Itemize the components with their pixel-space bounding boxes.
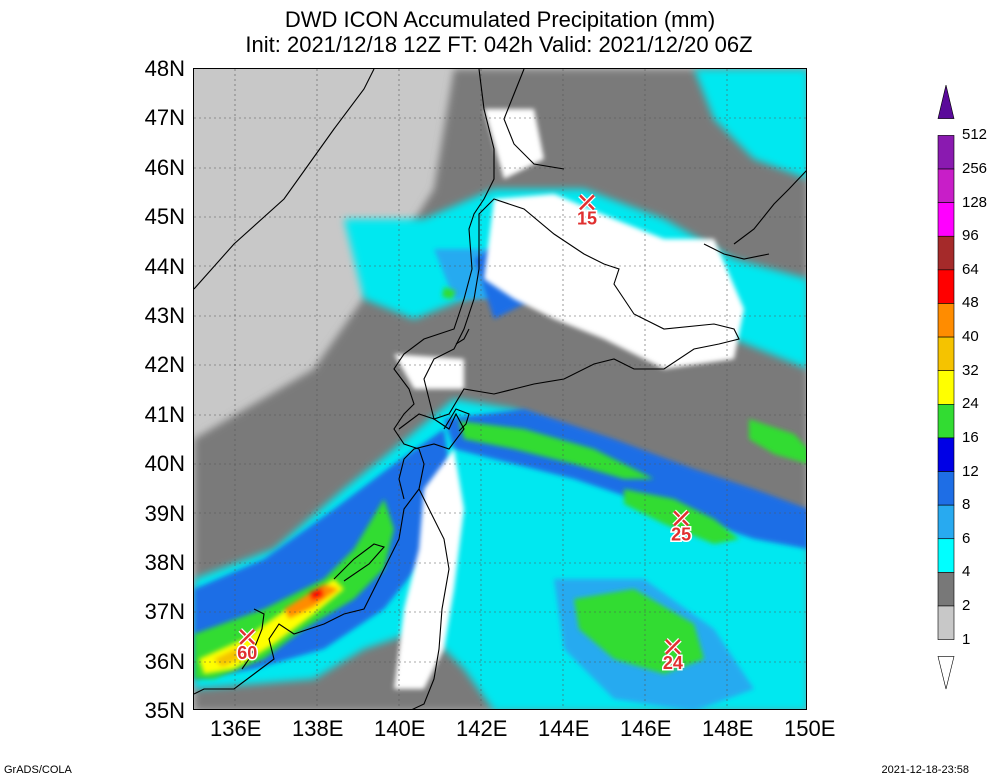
colorbar-label: 256 xyxy=(962,161,987,176)
lon-label-138e: 138E xyxy=(292,718,343,740)
colorbar-swatch xyxy=(938,371,954,405)
lat-label-46n: 46N xyxy=(145,157,185,179)
colorbar-label: 32 xyxy=(962,363,979,378)
colorbar-label: 512 xyxy=(962,127,987,142)
colorbar-swatch xyxy=(938,656,954,689)
lon-label-150e: 150E xyxy=(784,718,835,740)
colorbar-swatch xyxy=(938,505,954,539)
colorbar-swatch xyxy=(938,539,954,573)
lat-label-35n: 35N xyxy=(145,700,185,722)
colorbar-swatch xyxy=(938,472,954,506)
precipitation-map: 15 25 24 60 xyxy=(194,69,807,710)
lon-label-146e: 146E xyxy=(620,718,671,740)
map-panel: 15 25 24 60 xyxy=(193,68,807,710)
colorbar-swatch xyxy=(938,337,954,371)
colorbar-label: 24 xyxy=(962,396,979,411)
colorbar-label: 1 xyxy=(962,632,970,647)
lat-label-42n: 42N xyxy=(145,354,185,376)
lat-label-40n: 40N xyxy=(145,453,185,475)
lat-label-43n: 43N xyxy=(145,305,185,327)
lon-label-140e: 140E xyxy=(374,718,425,740)
footer-timestamp: 2021-12-18-23:58 xyxy=(882,764,969,776)
colorbar-swatch xyxy=(938,606,954,640)
colorbar-swatch xyxy=(938,135,954,169)
colorbar-swatch xyxy=(938,236,954,270)
lat-label-47n: 47N xyxy=(145,107,185,129)
lon-label-144e: 144E xyxy=(538,718,589,740)
colorbar-swatch xyxy=(938,270,954,304)
colorbar-swatch xyxy=(938,169,954,203)
lon-label-142e: 142E xyxy=(456,718,507,740)
colorbar-swatch xyxy=(938,303,954,337)
lon-label-148e: 148E xyxy=(702,718,753,740)
colorbar-label: 48 xyxy=(962,295,979,310)
lat-label-45n: 45N xyxy=(145,206,185,228)
colorbar-label: 4 xyxy=(962,564,970,579)
colorbar-label: 6 xyxy=(962,531,970,546)
colorbar-label: 2 xyxy=(962,598,970,613)
colorbar-label: 12 xyxy=(962,464,979,479)
marker-value-label: 60 xyxy=(237,643,257,663)
colorbar-label: 128 xyxy=(962,195,987,210)
lat-label-37n: 37N xyxy=(145,601,185,623)
colorbar-swatch xyxy=(938,438,954,472)
marker-value-label: 15 xyxy=(577,208,597,228)
marker-value-label: 24 xyxy=(663,653,683,673)
colorbar-swatch xyxy=(938,203,954,237)
colorbar-swatch xyxy=(938,85,954,119)
colorbar-label: 8 xyxy=(962,497,970,512)
colorbar-swatch xyxy=(938,572,954,606)
chart-subtitle: Init: 2021/12/18 12Z FT: 042h Valid: 202… xyxy=(0,33,999,57)
lon-label-136e: 136E xyxy=(210,718,261,740)
colorbar-label: 96 xyxy=(962,228,979,243)
colorbar xyxy=(937,85,955,690)
lat-label-36n: 36N xyxy=(145,651,185,673)
colorbar-swatch xyxy=(938,404,954,438)
colorbar-label: 64 xyxy=(962,262,979,277)
lat-label-41n: 41N xyxy=(145,404,185,426)
footer-credit: GrADS/COLA xyxy=(4,764,72,776)
marker-value-label: 25 xyxy=(671,524,691,544)
lat-label-44n: 44N xyxy=(145,256,185,278)
lat-label-39n: 39N xyxy=(145,503,185,525)
lat-label-38n: 38N xyxy=(145,552,185,574)
colorbar-label: 16 xyxy=(962,430,979,445)
lat-label-48n: 48N xyxy=(145,58,185,80)
colorbar-label: 40 xyxy=(962,329,979,344)
chart-title: DWD ICON Accumulated Precipitation (mm) xyxy=(0,8,1000,32)
